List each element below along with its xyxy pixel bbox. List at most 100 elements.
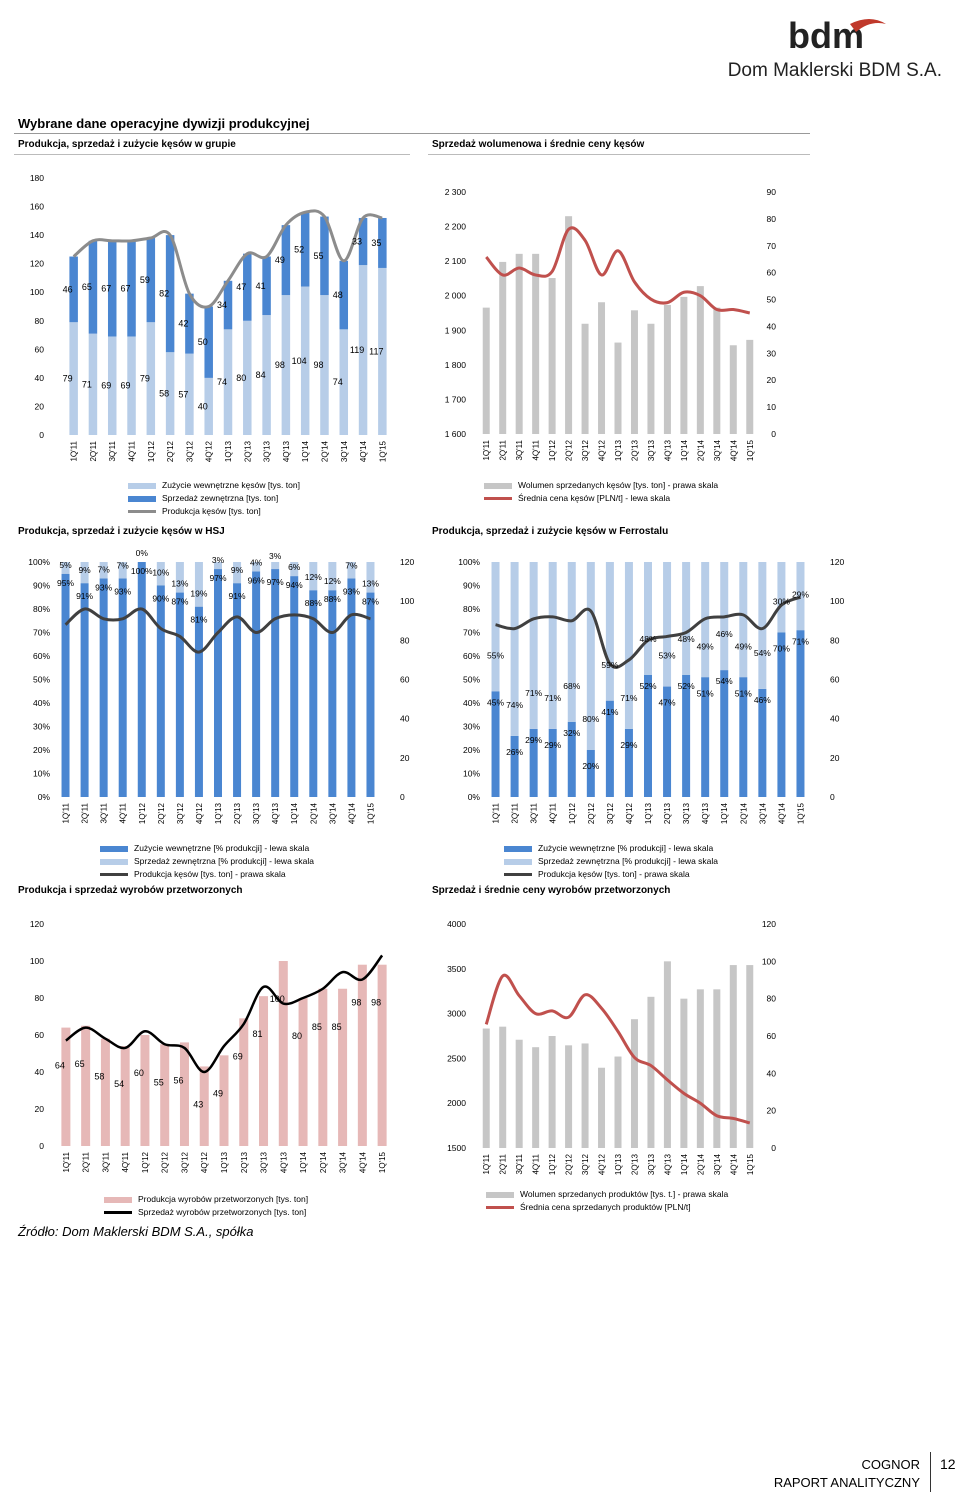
legend-label: Średnia cena sprzedanych produktów [PLN/… — [520, 1202, 691, 1212]
legend-label: Zużycie wewnętrzne kęsów [tys. ton] — [162, 480, 300, 490]
bar-processed-production — [160, 1044, 170, 1146]
x-tick-label: 2Q'11 — [89, 440, 98, 461]
bar-external-sales — [127, 240, 136, 337]
y-tick-label: 2 300 — [445, 187, 467, 197]
bar-processed-volume — [515, 1039, 523, 1148]
line-avg-price — [485, 226, 751, 315]
legend-item: Sprzedaż zewnętrzna [tys. ton] — [128, 492, 300, 505]
legend-label: Sprzedaż zewnętrzna [% produkcji] - lewa… — [538, 856, 718, 866]
footer-company: COGNOR — [861, 1457, 921, 1472]
x-tick-label: 1Q'15 — [378, 440, 387, 462]
data-label-lower: 51% — [735, 688, 752, 698]
legend-item: Sprzedaż zewnętrzna [% produkcji] - lewa… — [100, 855, 314, 868]
bar-processed-volume — [482, 1028, 490, 1148]
x-tick-label: 2Q'11 — [511, 802, 520, 823]
bar-external-sales-pct — [271, 562, 280, 570]
title-divider — [14, 133, 810, 134]
legend-label: Sprzedaż zewnętrzna [tys. ton] — [162, 493, 279, 503]
data-label-bottom: 97% — [267, 577, 284, 587]
legend-group: Zużycie wewnętrzne kęsów [tys. ton] Sprze… — [128, 479, 300, 518]
legend-swatch — [504, 858, 532, 865]
legend-volume: Wolumen sprzedanych kęsów [tys. ton] - p… — [484, 479, 718, 505]
x-tick-label: 2Q'14 — [696, 439, 705, 461]
x-tick-label: 4Q'13 — [701, 802, 710, 824]
data-label: 34 — [217, 300, 227, 310]
data-label-upper: 46% — [716, 629, 733, 639]
y-tick-label: 70% — [463, 628, 480, 638]
legend-swatch — [104, 1196, 132, 1203]
y-tick-label: 30% — [33, 722, 50, 732]
brand-name: Dom Maklerski BDM S.A. — [727, 60, 942, 81]
x-tick-label: 1Q'14 — [680, 439, 689, 461]
y-tick-label: 50% — [33, 675, 50, 685]
bar-processed-production — [219, 1055, 229, 1146]
chart-hsj-svg: 0%10%20%30%40%50%60%70%80%90%100%0204060… — [28, 548, 414, 824]
bar-processed-production — [278, 961, 288, 1146]
bar-external-sales — [165, 235, 175, 353]
data-label: 65 — [82, 282, 92, 292]
chart-title-volume: Sprzedaż wolumenowa i średnie ceny kęsów — [432, 139, 645, 150]
legend-label: Sprzedaż zewnętrzna [% produkcji] - lewa… — [134, 856, 314, 866]
chart-ferro-svg: 0% 10% 20% 30% 40% 50% 60% 70% 80% 90% 100% 0 20 40 60… — [458, 557, 844, 824]
data-label: 69 — [101, 381, 111, 391]
data-label: 59 — [140, 275, 150, 285]
legend-label: Produkcja kęsów [tys. ton] - prawa skala — [134, 869, 286, 879]
legend-item: Wolumen sprzedanych produktów [tys. t.] … — [486, 1188, 728, 1201]
data-label: 46 — [63, 284, 73, 294]
chart-hsj: 0% 10% 20% 30% 40% 50% 60% 70% 80% 90% 100% 0 20 40 60… — [0, 548, 414, 840]
x-tick-label: 1Q'15 — [366, 802, 375, 824]
bar-internal-use — [204, 377, 213, 435]
bar-internal-use — [88, 333, 98, 435]
data-label-upper: 71% — [544, 693, 561, 703]
y-tick-label: 40 — [35, 373, 45, 383]
x-tick-label: 2Q'14 — [739, 802, 748, 824]
y-tick-label: 20 — [767, 1106, 777, 1116]
data-label: 82 — [159, 289, 169, 299]
bar-processed-volume — [696, 989, 704, 1148]
data-label: 54 — [114, 1079, 124, 1089]
data-label-bottom: 94% — [286, 580, 303, 590]
bar-external-sales — [300, 212, 310, 287]
bar-internal-use — [358, 265, 368, 435]
data-label-top: 7% — [117, 560, 130, 570]
x-tick-label: 4Q'13 — [271, 802, 280, 824]
x-tick-label: 1Q'15 — [378, 1151, 387, 1173]
x-tick-label: 4Q'12 — [205, 440, 214, 462]
legend-swatch — [504, 873, 532, 876]
y-tick-label: 100 — [30, 287, 44, 297]
data-label-top: 13% — [362, 579, 379, 589]
legend-swatch — [484, 497, 512, 500]
data-label: 98 — [371, 998, 381, 1008]
bar-volume — [647, 323, 655, 434]
y-tick-label: 2500 — [447, 1053, 466, 1063]
bar-external-sales — [262, 256, 271, 316]
y-tick-label: 60 — [830, 675, 840, 685]
x-tick-label: 2Q'14 — [320, 440, 329, 462]
legend-item: Zużycie wewnętrzne [% produkcji] - lewa … — [100, 842, 314, 855]
bar-external-sales — [243, 253, 252, 321]
data-label-bottom: 87% — [171, 597, 188, 607]
bar-internal-use — [185, 353, 194, 435]
data-label: 80 — [292, 1031, 302, 1041]
x-tick-label: 3Q'13 — [263, 440, 272, 462]
bar-volume — [532, 253, 540, 434]
y-tick-label: 80 — [767, 214, 777, 224]
bar-internal-use-pct — [644, 674, 652, 797]
x-tick-label: 4Q'11 — [119, 802, 128, 823]
data-label-top: 19% — [190, 589, 207, 599]
data-label-bottom: 87% — [362, 597, 379, 607]
x-tick-label: 3Q'12 — [176, 802, 185, 824]
bar-volume — [499, 261, 507, 434]
bar-external-sales — [339, 260, 349, 330]
bar-external-sales-pct — [739, 562, 748, 678]
bar-external-sales — [146, 237, 156, 323]
bar-external-sales — [320, 216, 329, 296]
y-tick-label: 40 — [400, 714, 410, 724]
x-tick-label: 3Q'11 — [530, 802, 539, 823]
x-tick-label: 3Q'13 — [647, 439, 656, 461]
bar-processed-volume — [680, 998, 688, 1148]
data-label-lower: 71% — [792, 636, 809, 646]
x-tick-label: 4Q'13 — [282, 440, 291, 462]
data-label-top: 6% — [288, 562, 301, 572]
data-label-top: 10% — [152, 568, 169, 578]
